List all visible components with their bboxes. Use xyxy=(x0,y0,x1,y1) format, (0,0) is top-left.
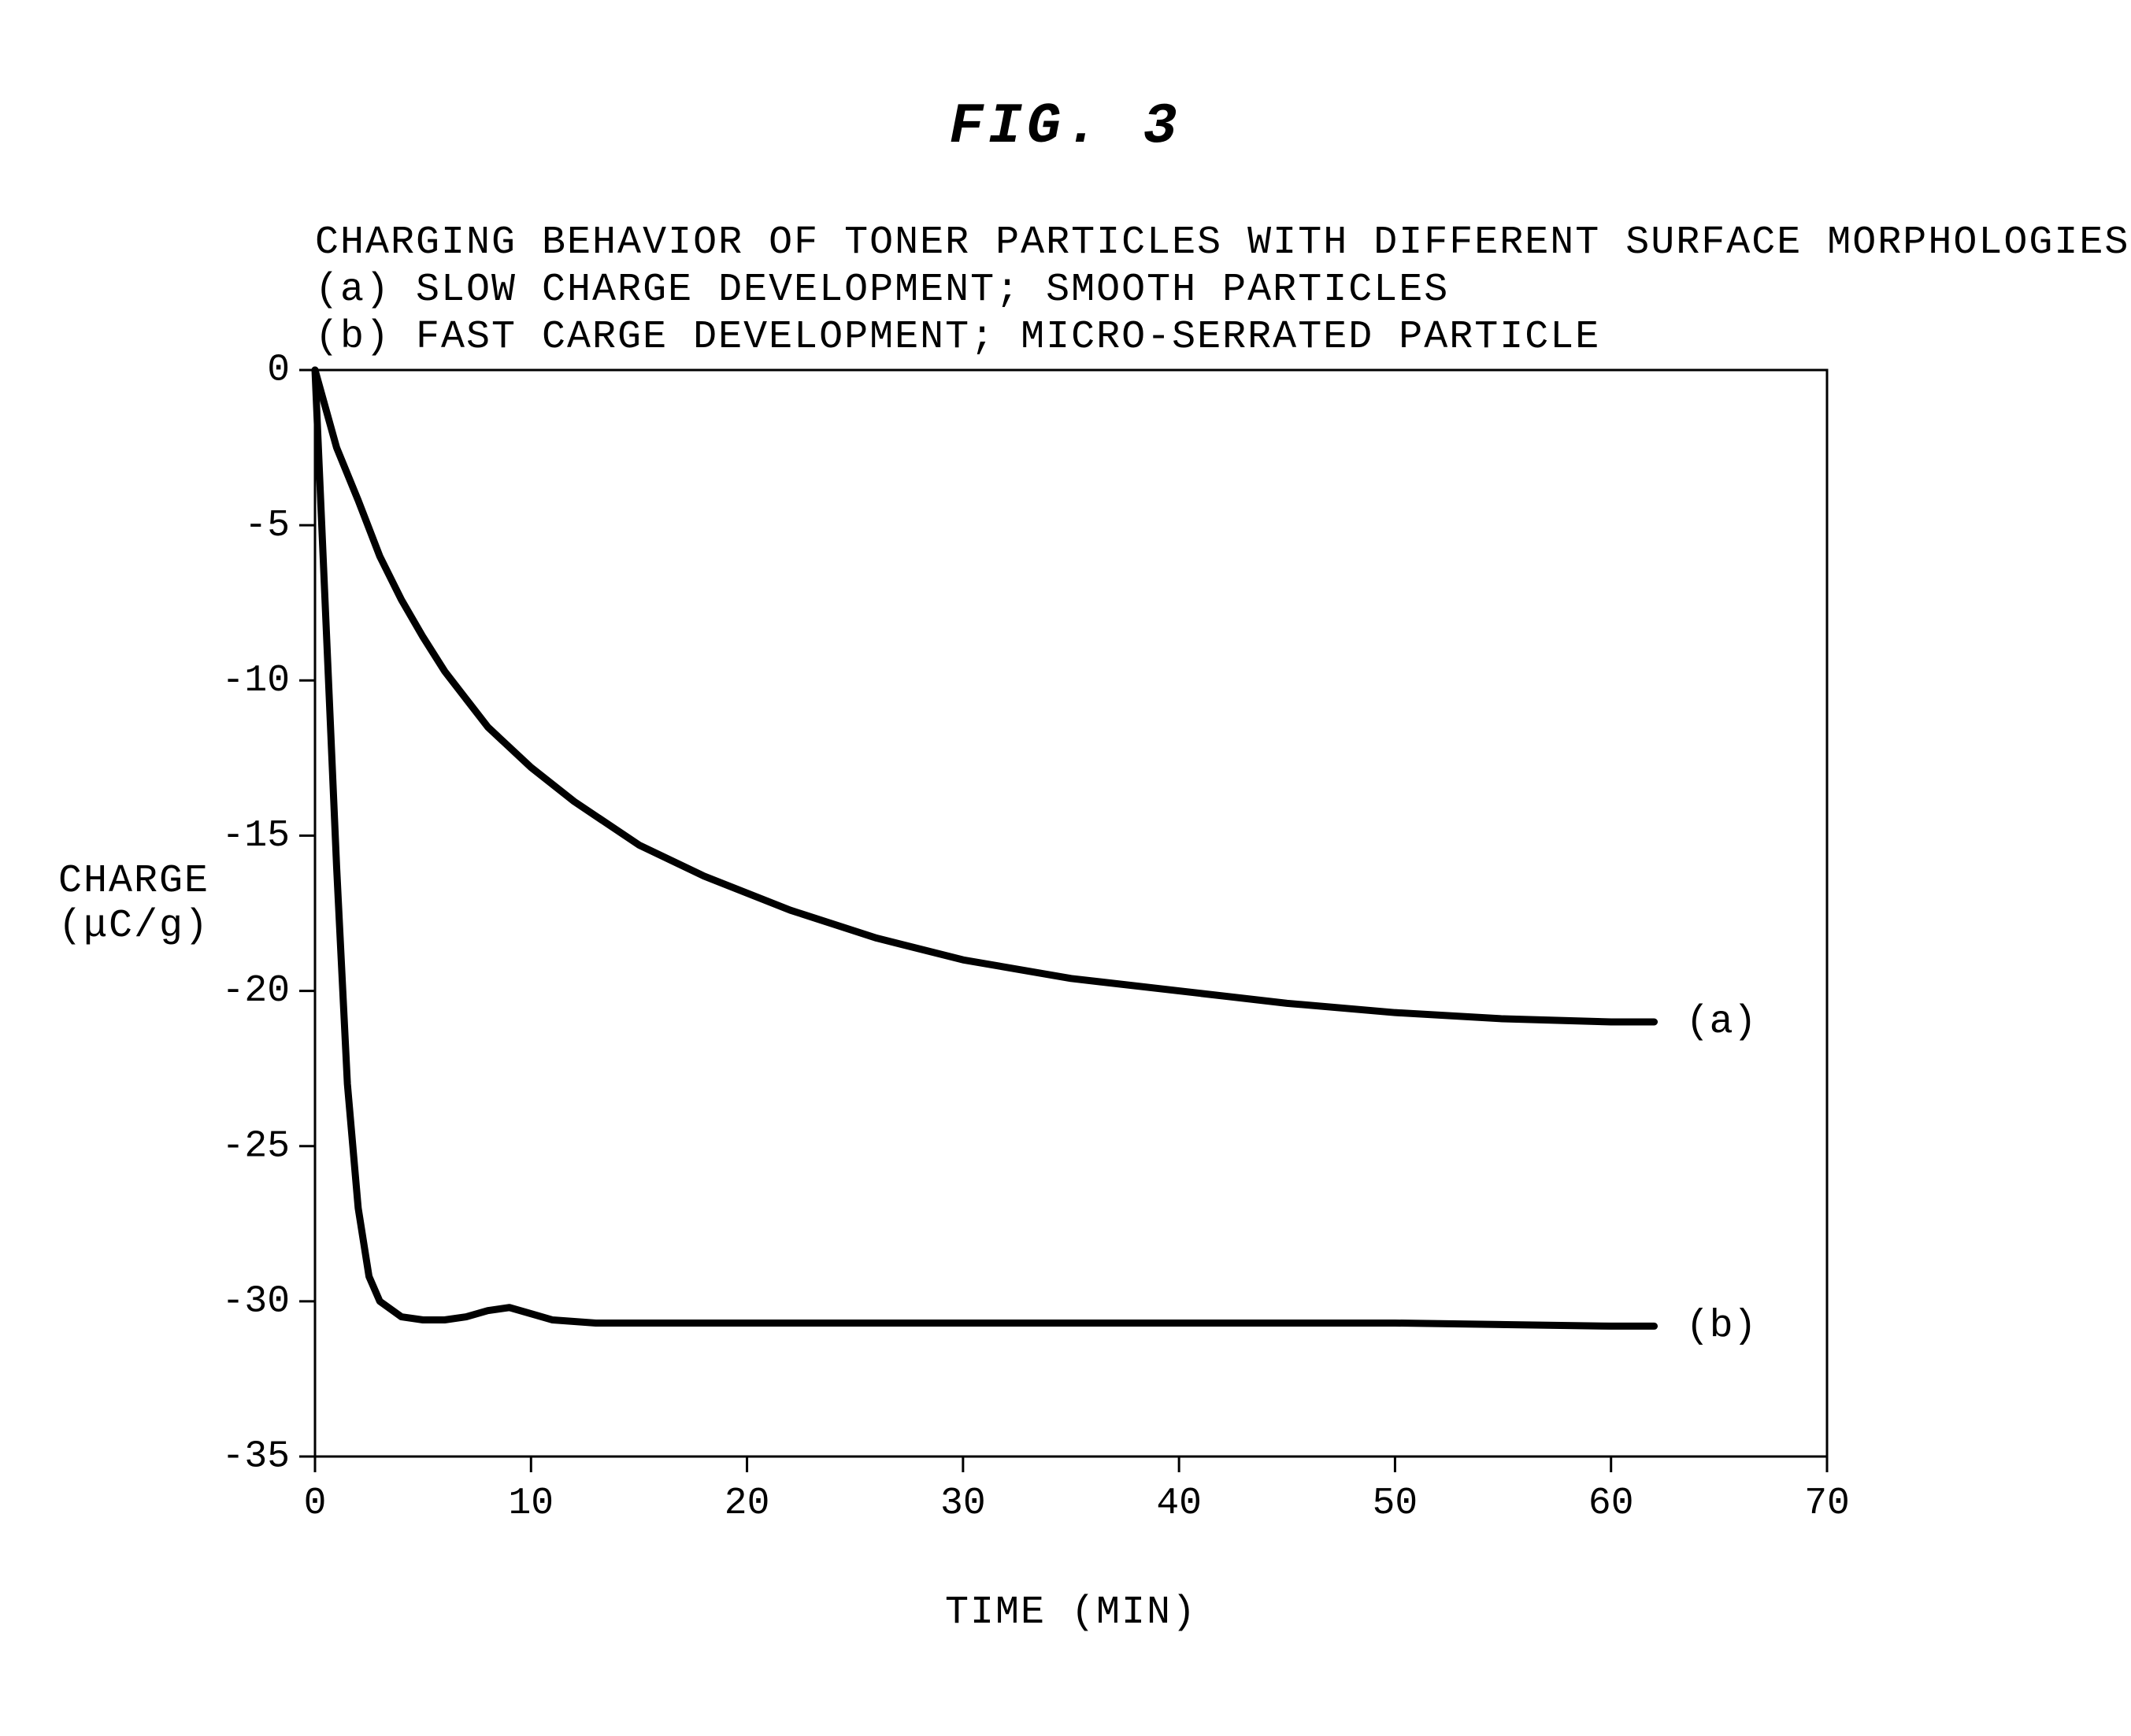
svg-text:40: 40 xyxy=(1156,1482,1202,1525)
svg-text:10: 10 xyxy=(508,1482,554,1525)
caption-line-3: (b) FAST CARGE DEVELOPMENT; MICRO-SERRAT… xyxy=(315,315,1600,360)
svg-text:-5: -5 xyxy=(244,505,290,547)
series-end-label-b: (b) xyxy=(1686,1305,1757,1349)
series-end-label-a: (a) xyxy=(1686,1000,1757,1045)
svg-text:-15: -15 xyxy=(222,815,290,857)
svg-text:-25: -25 xyxy=(222,1125,290,1168)
figure-title: FIG. 3 xyxy=(0,94,2131,159)
chart-plot: 0 -5 -10 -15 -20 -25 -30 -35 0 10 20 30 40 50 60 70 (a) (… xyxy=(189,354,2016,1567)
caption-line-2: (a) SLOW CHARGE DEVELOPMENT; SMOOTH PART… xyxy=(315,268,1449,313)
svg-text:0: 0 xyxy=(267,354,290,392)
svg-text:-30: -30 xyxy=(222,1281,290,1323)
caption-line-1: CHARGING BEHAVIOR OF TONER PARTICLES WIT… xyxy=(315,220,2129,265)
svg-text:30: 30 xyxy=(940,1482,986,1525)
svg-text:-35: -35 xyxy=(222,1436,290,1479)
svg-text:-10: -10 xyxy=(222,660,290,702)
page: FIG. 3 CHARGING BEHAVIOR OF TONER PARTIC… xyxy=(0,0,2131,1736)
svg-text:60: 60 xyxy=(1588,1482,1634,1525)
x-axis-label: TIME (MIN) xyxy=(315,1590,1827,1635)
svg-text:0: 0 xyxy=(304,1482,327,1525)
svg-text:50: 50 xyxy=(1373,1482,1418,1525)
svg-text:70: 70 xyxy=(1804,1482,1850,1525)
svg-text:20: 20 xyxy=(725,1482,770,1525)
svg-text:-20: -20 xyxy=(222,970,290,1012)
